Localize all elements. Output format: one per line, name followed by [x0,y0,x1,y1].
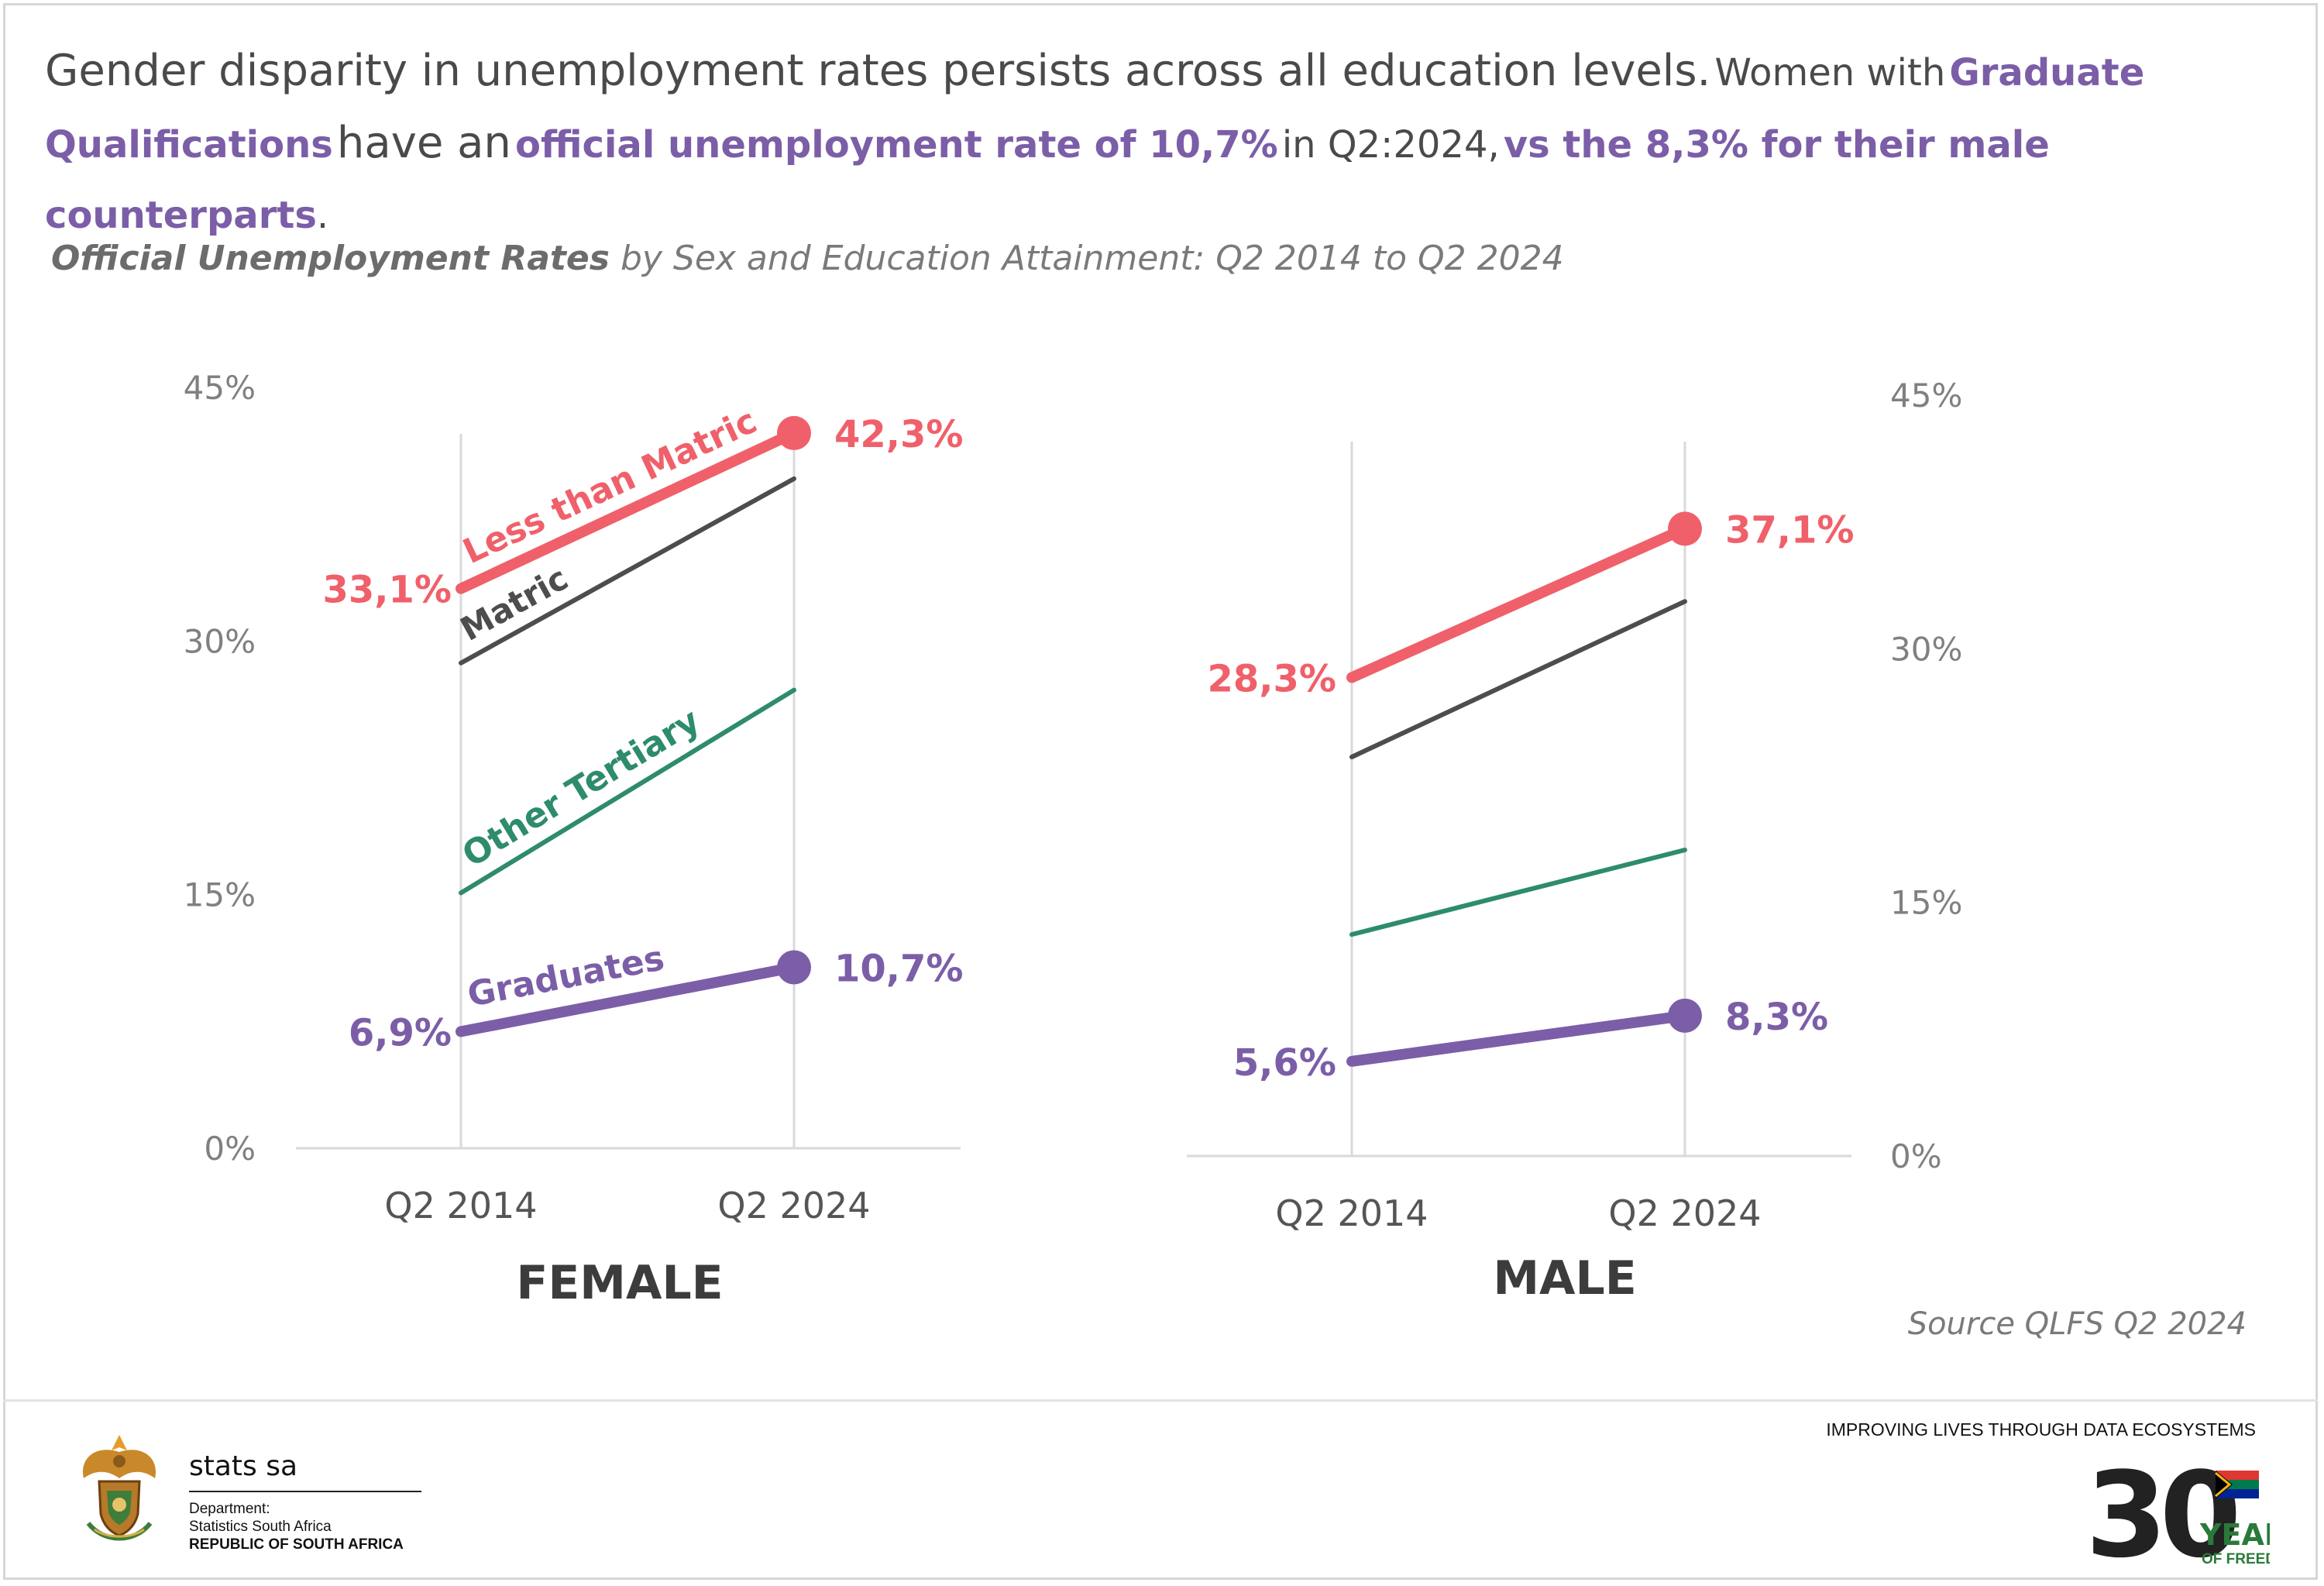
org-name: stats sa [189,1450,298,1482]
dept-line2: Statistics South Africa [189,1519,332,1535]
male-series-less-than-matric-start-label: 28,3% [1207,657,1336,700]
male-series-graduates-end-marker [1668,998,1702,1033]
male-y-tick-1: 15% [1890,884,1962,922]
slide-frame [3,3,2318,1580]
dept-line3: REPUBLIC OF SOUTH AFRICA [189,1536,404,1553]
female-series-graduates-line [456,962,799,1037]
female-series-less-than-matric-end-label: 42,3% [834,413,964,456]
male-series-graduates-line [1346,1010,1690,1067]
male-series-graduates-start-label: 5,6% [1233,1041,1336,1085]
chart-subtitle: Official Unemployment Rates by Sex and E… [51,239,1564,278]
headline-part5: official unemployment rate of 10,7% [515,123,1278,167]
headline-part3: Graduate Qualifications [45,51,2145,167]
subtitle-rest: by Sex and Education Attainment: Q2 2014… [620,239,1564,278]
sa-flag-icon [2215,1471,2259,1498]
headline: Gender disparity in unemployment rates p… [45,40,2291,255]
female-series-less-than-matric-name-label: Less than Matric [457,401,763,572]
male-y-tick-2: 30% [1890,630,1962,668]
thirty-years-of-freedom-logo: 30 YEARS OF FREEDOM [2085,1447,2270,1571]
female-x-tick-q2-2024: Q2 2024 [717,1185,870,1226]
headline-part4: have an [336,118,511,168]
female-series-other-tertiary-name-label: Other Tertiary [456,701,706,876]
footer-divider [3,1399,2318,1402]
female-y-tick-0: 0% [204,1130,256,1168]
logo-number: 30 [2085,1447,2236,1571]
female-y-tick-1: 15% [184,876,256,914]
headline-part8: . [316,194,329,237]
male-series-less-than-matric-line [1346,523,1690,683]
male-y-tick-0: 0% [1890,1137,1942,1175]
male-y-tick-3: 45% [1890,377,1962,415]
chart-area: 0% 15% 30% 45% Q2 2014 Q2 2024 FEMALE 33,1% 42,3… [184,369,1963,1310]
source-note: Source QLFS Q2 2024 [1907,1306,2247,1342]
female-panel-title: FEMALE [516,1256,723,1310]
female-series-matric-line [459,476,796,666]
female-series-other-tertiary-line [459,687,796,896]
logo-years: YEARS [2199,1518,2270,1552]
dept-line1: Department: [189,1501,270,1517]
female-series-less-than-matric-line [456,427,799,594]
headline-part1: Gender disparity in unemployment rates p… [45,46,1711,96]
male-x-tick-q2-2014: Q2 2014 [1275,1192,1428,1234]
male-series-graduates-end-label: 8,3% [1725,996,1828,1039]
female-series-graduates-start-label: 6,9% [349,1011,452,1054]
org-name-rule [189,1491,421,1492]
headline-part2: Women with [1714,51,1946,95]
female-series-graduates-end-label: 10,7% [834,948,964,991]
female-series-less-than-matric-start-label: 33,1% [322,569,452,612]
male-series-less-than-matric-end-marker [1668,511,1702,546]
headline-part6: in Q2:2024, [1281,123,1500,167]
department-block: Department: Statistics South Africa REPU… [189,1500,404,1553]
male-series-other-tertiary-line [1349,848,1687,937]
male-series-less-than-matric-end-label: 37,1% [1725,508,1855,552]
female-y-tick-3: 45% [184,369,256,407]
female-x-tick-q2-2014: Q2 2014 [384,1185,537,1226]
female-series-graduates-name-label: Graduates [464,938,667,1015]
female-series-graduates-end-marker [777,950,811,985]
female-series-less-than-matric-end-marker [777,415,811,450]
tagline: IMPROVING LIVES THROUGH DATA ECOSYSTEMS [1826,1419,2256,1440]
subtitle-bold: Official Unemployment Rates [51,239,610,278]
male-series-matric-line [1349,599,1687,759]
male-x-tick-q2-2024: Q2 2024 [1608,1192,1761,1234]
coat-of-arms-icon [83,1435,156,1541]
headline-part7: vs the 8,3% for their male counterparts [45,123,2050,237]
male-panel-title: MALE [1493,1251,1636,1306]
female-y-tick-2: 30% [184,622,256,660]
logo-freedom: OF FREEDOM [2202,1551,2270,1567]
